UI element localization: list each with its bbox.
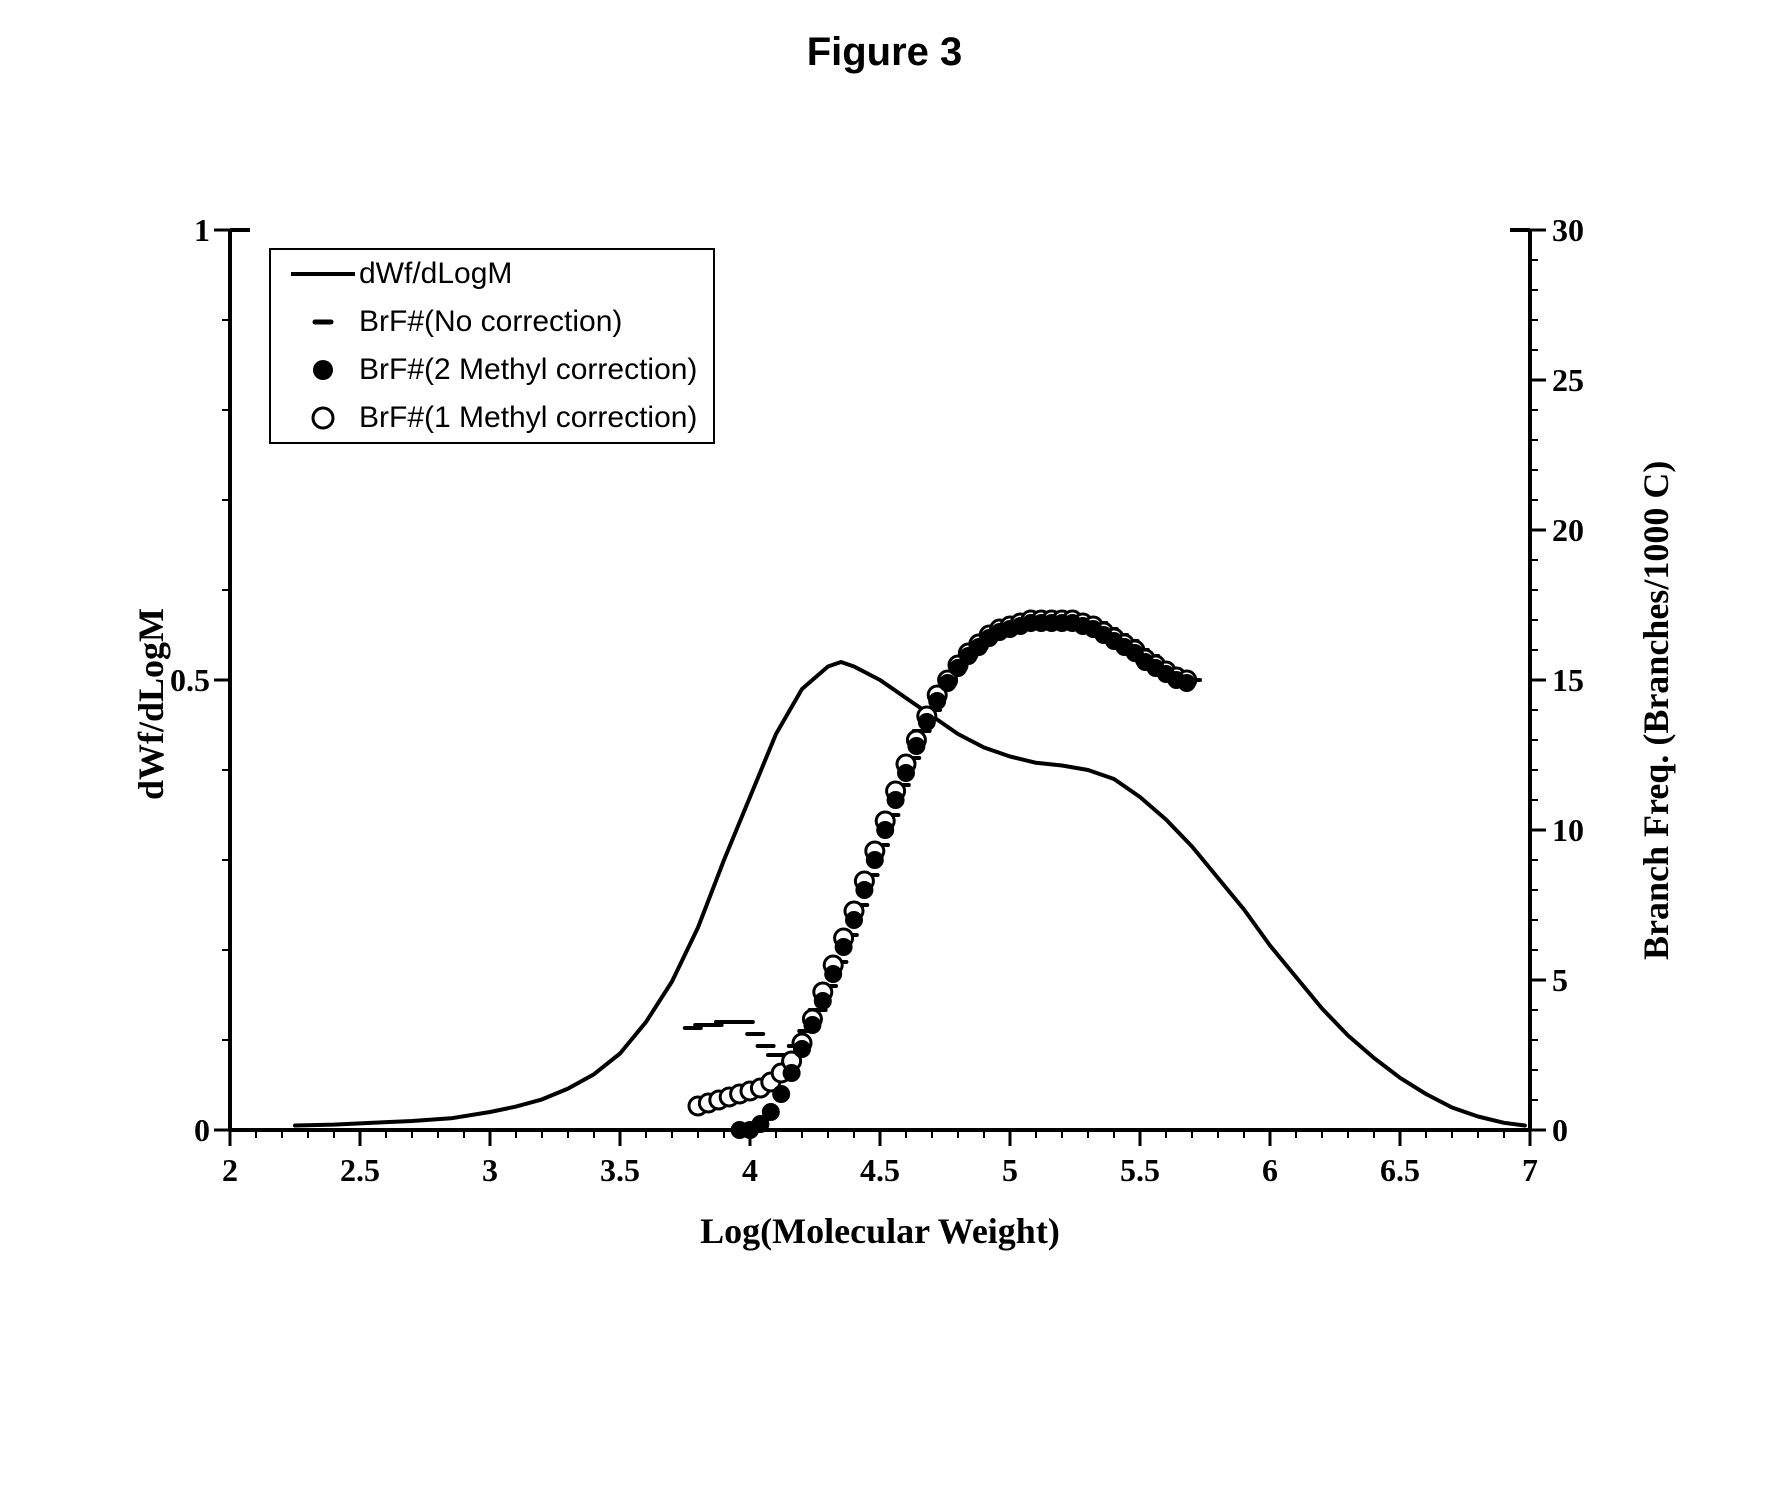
page: Figure 3 Log(Molecular Weight) dWf/dLogM…	[0, 0, 1769, 1497]
legend: dWf/dLogM BrF#(No correction) BrF#(2 Methy…	[269, 248, 715, 444]
tick-label: 5	[970, 1152, 1050, 1189]
tick-label: 5	[1552, 962, 1612, 999]
x-axis-label: Log(Molecular Weight)	[230, 1210, 1530, 1252]
tick-label: 2	[190, 1152, 270, 1189]
tick-label: 6.5	[1360, 1152, 1440, 1189]
tick-label: 3.5	[580, 1152, 660, 1189]
legend-swatch-icon	[287, 355, 359, 385]
legend-item: dWf/dLogM	[271, 250, 713, 298]
tick-label: 7	[1490, 1152, 1570, 1189]
tick-label: 0	[1552, 1112, 1612, 1149]
legend-label: dWf/dLogM	[359, 257, 512, 291]
legend-item: BrF#(No correction)	[271, 298, 713, 346]
tick-label: 1	[140, 212, 210, 249]
tick-label: 25	[1552, 362, 1612, 399]
tick-label: 20	[1552, 512, 1612, 549]
tick-label: 5.5	[1100, 1152, 1180, 1189]
tick-label: 15	[1552, 662, 1612, 699]
tick-label: 2.5	[320, 1152, 400, 1189]
tick-label: 0	[140, 1112, 210, 1149]
figure-title: Figure 3	[0, 30, 1769, 75]
legend-swatch-icon	[287, 307, 359, 337]
legend-label: BrF#(No correction)	[359, 305, 622, 339]
legend-label: BrF#(1 Methyl correction)	[359, 401, 697, 435]
tick-label: 6	[1230, 1152, 1310, 1189]
tick-label: 4.5	[840, 1152, 920, 1189]
tick-label: 10	[1552, 812, 1612, 849]
tick-label: 3	[450, 1152, 530, 1189]
legend-item: BrF#(2 Methyl correction)	[271, 346, 713, 394]
tick-label: 4	[710, 1152, 790, 1189]
chart-container: Log(Molecular Weight) dWf/dLogM Branch F…	[100, 200, 1660, 1275]
legend-swatch-icon	[287, 403, 359, 433]
y-axis-left-label: dWf/dLogM	[130, 608, 172, 800]
legend-swatch-icon	[287, 259, 359, 289]
legend-label: BrF#(2 Methyl correction)	[359, 353, 697, 387]
tick-label: 30	[1552, 212, 1612, 249]
legend-item: BrF#(1 Methyl correction)	[271, 394, 713, 442]
y-axis-right-label: Branch Freq. (Branches/1000 C)	[1635, 461, 1677, 960]
tick-label: 0.5	[140, 662, 210, 699]
